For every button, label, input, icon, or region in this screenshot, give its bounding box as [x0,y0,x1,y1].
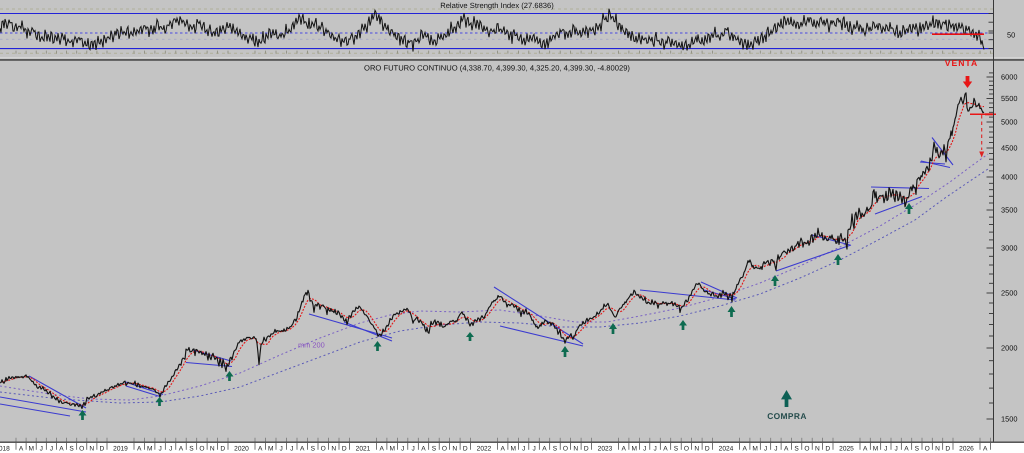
svg-text:M: M [28,446,34,453]
svg-text:mm 200: mm 200 [298,341,325,350]
svg-text:2019: 2019 [113,446,128,453]
svg-text:M: M [268,446,274,453]
svg-text:Relative Strength Index (27.68: Relative Strength Index (27.6836) [440,1,554,10]
svg-text:J: J [50,446,53,453]
svg-text:50: 50 [1007,30,1015,39]
svg-text:A: A [137,446,142,453]
svg-text:3000: 3000 [1001,244,1017,253]
svg-text:D: D [100,446,105,453]
svg-text:O: O [684,446,689,453]
svg-text:M: M [752,446,758,453]
svg-text:J: J [401,446,404,453]
svg-text:A: A [379,446,384,453]
svg-text:2025: 2025 [839,446,854,453]
svg-text:A: A [300,446,305,453]
svg-text:J: J [169,446,172,453]
svg-text:A: A [258,446,263,453]
svg-text:O: O [79,446,84,453]
svg-text:D: D [705,446,710,453]
svg-text:J: J [40,446,43,453]
svg-text:M: M [389,446,395,453]
svg-text:M: M [510,446,516,453]
svg-text:O: O [925,446,930,453]
svg-text:O: O [442,446,447,453]
svg-text:N: N [452,446,457,453]
svg-text:A: A [904,446,909,453]
svg-text:N: N [573,446,578,453]
svg-text:A: A [500,446,505,453]
svg-text:2026: 2026 [959,446,974,453]
svg-text:O: O [199,446,204,453]
svg-text:3500: 3500 [1001,206,1017,215]
svg-text:J: J [643,446,646,453]
svg-text:4000: 4000 [1001,173,1017,182]
svg-text:D: D [945,446,950,453]
svg-text:N: N [694,446,699,453]
svg-text:J: J [764,446,767,453]
svg-text:VENTA: VENTA [945,58,979,68]
svg-text:M: M [631,446,637,453]
svg-text:COMPRA: COMPRA [767,411,807,421]
svg-text:N: N [331,446,336,453]
svg-text:A: A [179,446,184,453]
svg-text:2018: 2018 [0,446,10,453]
svg-text:J: J [522,446,525,453]
svg-text:N: N [815,446,820,453]
svg-text:A: A [19,446,24,453]
svg-text:2022: 2022 [477,446,492,453]
svg-text:O: O [804,446,809,453]
svg-text:N: N [210,446,215,453]
svg-text:S: S [311,446,316,453]
svg-text:2000: 2000 [1001,344,1017,353]
svg-text:D: D [220,446,225,453]
svg-text:N: N [89,446,94,453]
svg-text:2024: 2024 [719,446,734,453]
svg-text:A: A [421,446,426,453]
svg-text:S: S [794,446,799,453]
svg-text:N: N [935,446,940,453]
svg-text:2021: 2021 [356,446,371,453]
svg-text:5500: 5500 [1001,94,1017,103]
svg-text:J: J [411,446,414,453]
svg-text:2023: 2023 [598,446,613,453]
svg-text:J: J [532,446,535,453]
svg-text:A: A [59,446,64,453]
svg-text:D: D [825,446,830,453]
svg-text:O: O [321,446,326,453]
svg-text:A: A [663,446,668,453]
svg-text:J: J [895,446,898,453]
svg-text:M: M [873,446,879,453]
svg-text:A: A [863,446,868,453]
svg-text:J: J [884,446,887,453]
svg-text:D: D [584,446,589,453]
svg-text:S: S [189,446,194,453]
svg-text:A: A [621,446,626,453]
svg-text:J: J [774,446,777,453]
svg-text:A: A [542,446,547,453]
svg-text:2020: 2020 [234,446,249,453]
svg-text:J: J [290,446,293,453]
svg-text:J: J [280,446,283,453]
svg-text:S: S [432,446,437,453]
svg-text:A: A [742,446,747,453]
svg-text:D: D [342,446,347,453]
svg-text:5000: 5000 [1001,118,1017,127]
svg-text:A: A [983,446,988,453]
svg-text:J: J [158,446,161,453]
svg-text:S: S [69,446,74,453]
svg-text:1500: 1500 [1001,415,1017,424]
svg-text:6000: 6000 [1001,73,1017,82]
svg-text:4500: 4500 [1001,144,1017,153]
svg-text:O: O [563,446,568,453]
svg-text:A: A [784,446,789,453]
svg-text:S: S [915,446,920,453]
svg-text:S: S [674,446,679,453]
svg-text:2500: 2500 [1001,289,1017,298]
svg-text:ORO FUTURO CONTINUO (4,338.70,: ORO FUTURO CONTINUO (4,338.70, 4,399.30,… [364,64,630,73]
svg-text:D: D [463,446,468,453]
svg-text:S: S [553,446,558,453]
svg-text:M: M [147,446,153,453]
svg-text:J: J [653,446,656,453]
